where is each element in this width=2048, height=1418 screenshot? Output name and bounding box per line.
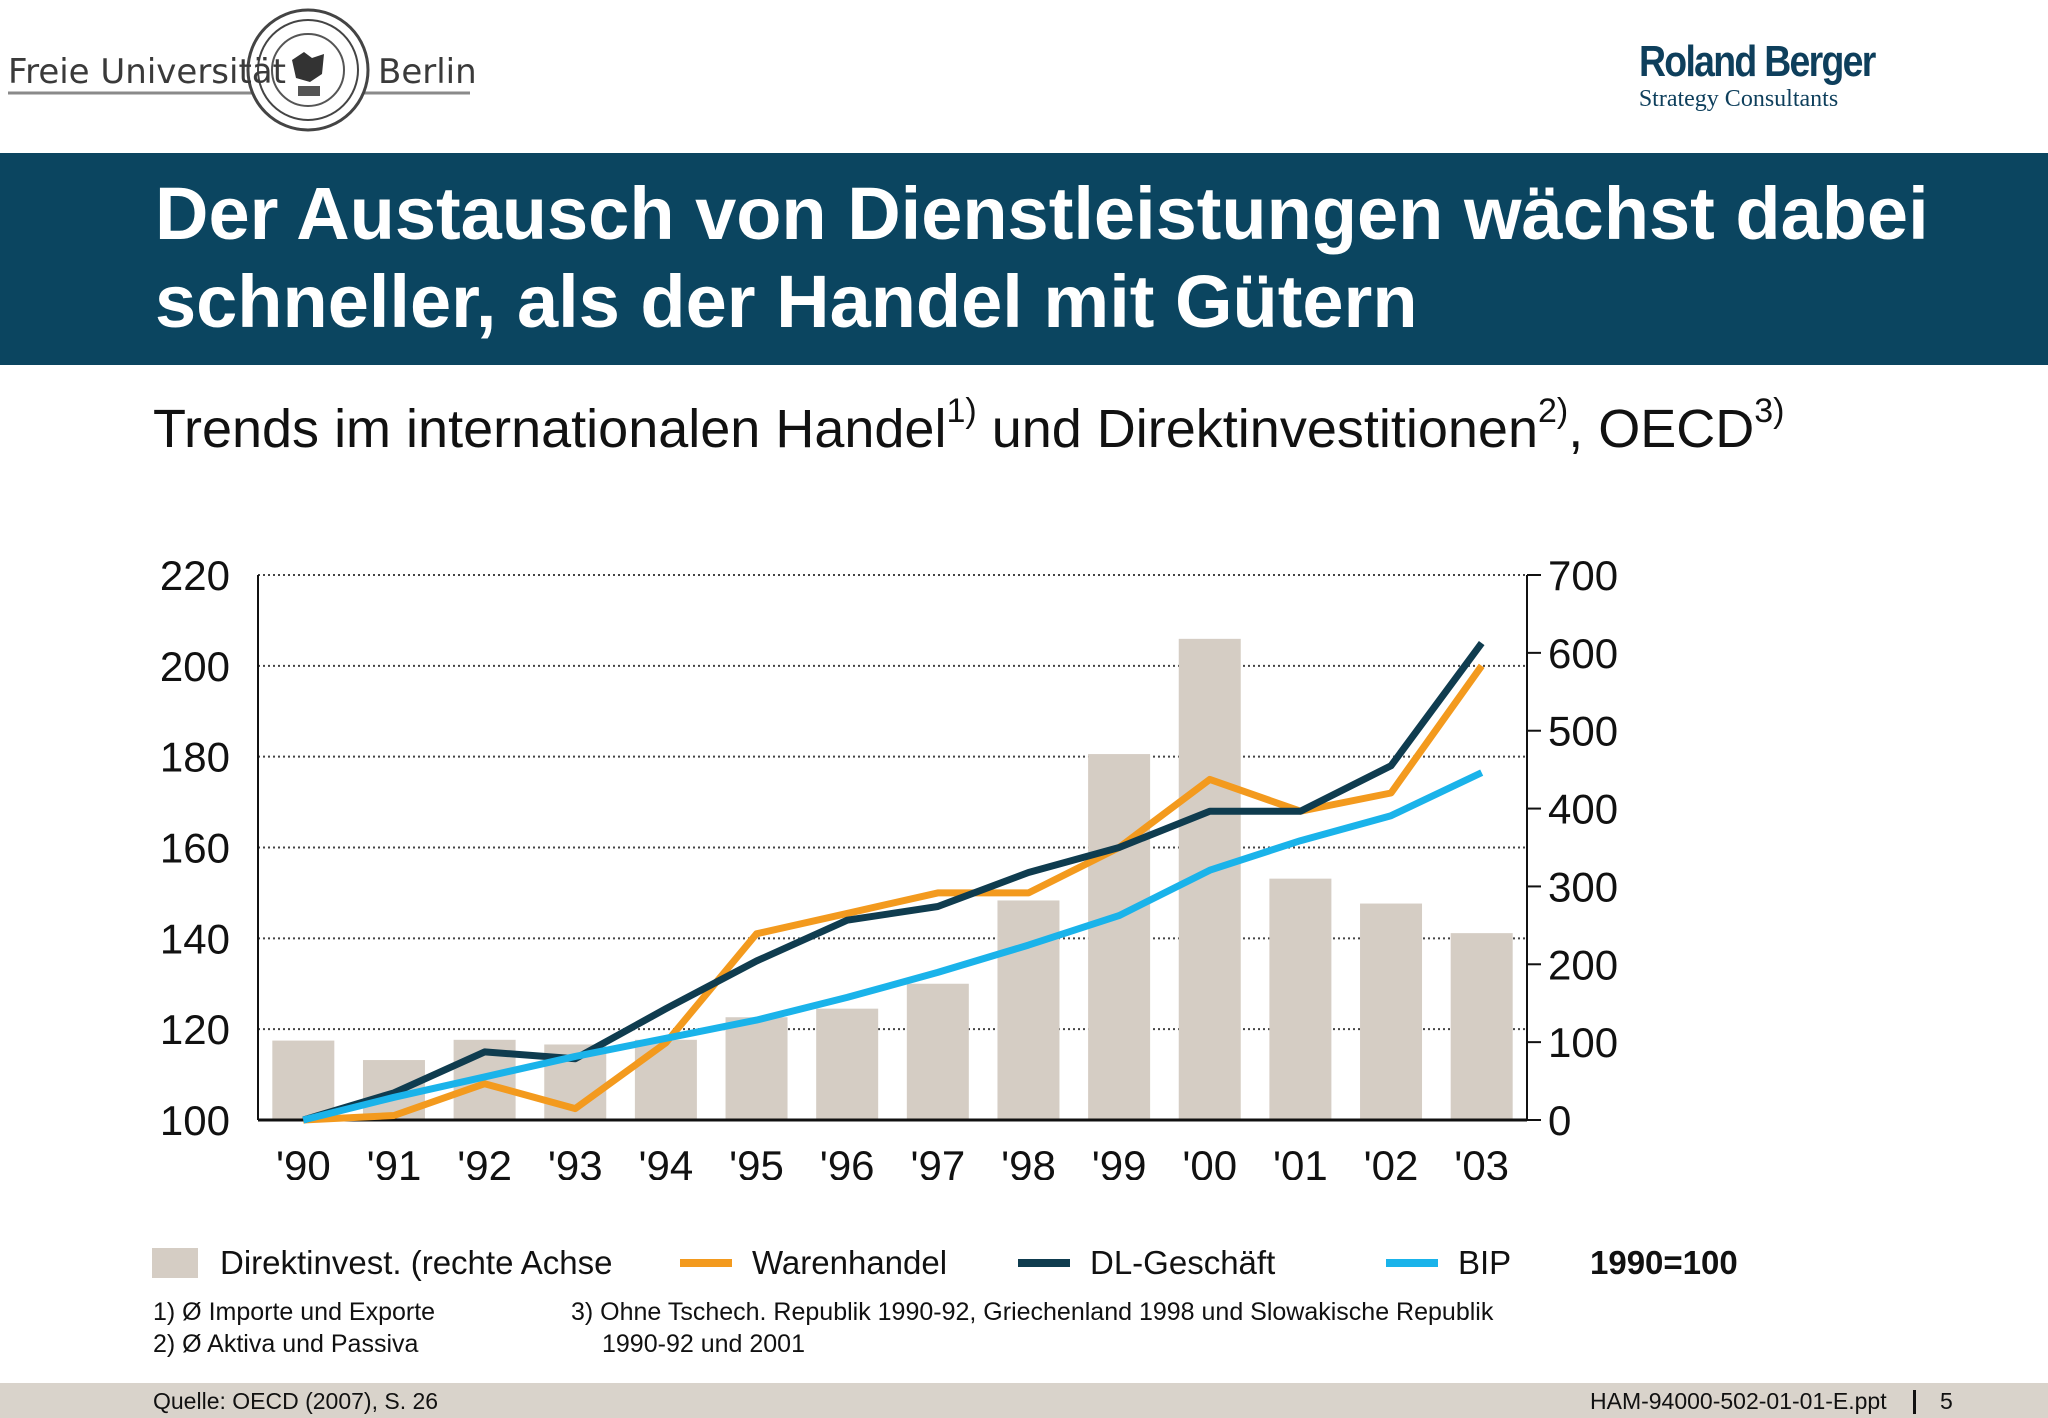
x-axis-tick-label: '94 bbox=[639, 1142, 694, 1180]
x-axis-tick-label: '00 bbox=[1182, 1142, 1237, 1180]
left-axis-tick-label: 120 bbox=[160, 1006, 230, 1053]
slide-title: Der Austausch von Dienstleistungen wächs… bbox=[155, 172, 1929, 343]
axis-layer bbox=[257, 574, 1541, 1122]
trade-chart: 100 120 140 160 180 200 220 0 100 200 300 400 500 600… bbox=[160, 552, 1618, 1180]
subtitle-part-2: und Direktinvestitionen bbox=[976, 399, 1538, 459]
legend-swatch-bars bbox=[152, 1248, 198, 1278]
right-axis-tick-label: 0 bbox=[1548, 1097, 1571, 1144]
right-axis-tick-label: 600 bbox=[1548, 630, 1618, 677]
x-axis-tick-label: '02 bbox=[1364, 1142, 1419, 1180]
left-axis-tick-label: 220 bbox=[160, 552, 230, 599]
label-layer: 100 120 140 160 180 200 220 0 100 200 300 400 500 600… bbox=[160, 552, 1618, 1180]
freie-universitaet-logo bbox=[8, 8, 470, 132]
university-name-right: Berlin bbox=[378, 52, 477, 92]
source-note: Quelle: OECD (2007), S. 26 bbox=[153, 1388, 439, 1414]
x-axis-tick-label: '90 bbox=[276, 1142, 331, 1180]
subtitle-part-1: Trends im internationalen Handel bbox=[153, 399, 947, 459]
right-axis-tick-label: 400 bbox=[1548, 786, 1618, 833]
x-axis-tick-label: '92 bbox=[457, 1142, 512, 1180]
subtitle-footnote-2: 2) bbox=[1538, 392, 1569, 430]
bar-direktinvest bbox=[816, 1008, 879, 1120]
bar-direktinvest bbox=[272, 1040, 335, 1120]
bar-direktinvest bbox=[1269, 878, 1332, 1120]
right-axis-tick-label: 500 bbox=[1548, 708, 1618, 755]
x-axis-tick-label: '01 bbox=[1273, 1142, 1328, 1180]
left-axis-tick-label: 200 bbox=[160, 643, 230, 690]
left-axis-tick-label: 140 bbox=[160, 915, 230, 962]
subtitle-part-3: , OECD bbox=[1568, 399, 1755, 459]
legend-base-note: 1990=100 bbox=[1590, 1238, 1738, 1288]
legend-swatch-warenhandel bbox=[680, 1259, 732, 1267]
right-axis-tick-label: 300 bbox=[1548, 863, 1618, 910]
footnote-1: 1) Ø Importe und Exporte bbox=[153, 1298, 436, 1326]
subtitle-footnote-1: 1) bbox=[946, 392, 977, 430]
roland-berger-logo: Roland Berger Strategy Consultants bbox=[1639, 40, 1916, 113]
legend-label-bip: BIP bbox=[1458, 1244, 1512, 1281]
x-axis-tick-label: '96 bbox=[820, 1142, 875, 1180]
file-name: HAM-94000-502-01-01-E.ppt bbox=[1590, 1388, 1887, 1414]
base-year-label: 1990=100 bbox=[1590, 1244, 1738, 1281]
chart-legend: Direktinvest. (rechte Achse Warenhandel … bbox=[150, 1238, 2048, 1288]
x-axis-tick-label: '03 bbox=[1454, 1142, 1509, 1180]
footer-bar bbox=[0, 1383, 2048, 1418]
title-bar bbox=[0, 153, 2048, 365]
university-name-left: Freie Universität bbox=[8, 52, 286, 92]
left-axis-tick-label: 180 bbox=[160, 734, 230, 781]
bar-direktinvest bbox=[1088, 754, 1151, 1120]
x-axis-tick-label: '93 bbox=[548, 1142, 603, 1180]
legend-item-direktinvest: Direktinvest. (rechte Achse bbox=[152, 1238, 613, 1288]
legend-item-dl: DL-Geschäft bbox=[1018, 1238, 1275, 1288]
right-axis-tick-label: 700 bbox=[1548, 552, 1618, 599]
chart-subtitle: Trends im internationalen Handel1) und D… bbox=[153, 392, 1785, 460]
bar-direktinvest bbox=[1360, 903, 1423, 1120]
x-axis-tick-label: '97 bbox=[910, 1142, 965, 1180]
line-warenhandel bbox=[303, 663, 1485, 1124]
x-axis-tick-label: '99 bbox=[1092, 1142, 1147, 1180]
left-axis-tick-label: 100 bbox=[160, 1097, 230, 1144]
footnote-3: 3) Ohne Tschech. Republik 1990-92, Griec… bbox=[571, 1298, 1494, 1326]
legend-item-warenhandel: Warenhandel bbox=[680, 1238, 947, 1288]
footnote-2: 2) Ø Aktiva und Passiva bbox=[153, 1330, 419, 1358]
grid-layer bbox=[258, 574, 1527, 1031]
legend-swatch-bip bbox=[1386, 1259, 1438, 1267]
consultancy-name: Roland Berger bbox=[1638, 37, 1876, 86]
legend-swatch-dl bbox=[1018, 1259, 1070, 1267]
legend-label-bars: Direktinvest. (rechte Achse bbox=[220, 1244, 613, 1281]
consultancy-subtitle: Strategy Consultants bbox=[1638, 86, 1839, 112]
x-axis-tick-label: '91 bbox=[367, 1142, 422, 1180]
legend-label-warenhandel: Warenhandel bbox=[752, 1244, 948, 1281]
subtitle-footnote-3: 3) bbox=[1754, 392, 1785, 430]
line-layer bbox=[302, 641, 1485, 1124]
legend-label-dl: DL-Geschäft bbox=[1090, 1244, 1276, 1281]
line-bip bbox=[302, 769, 1484, 1124]
bar-direktinvest bbox=[906, 983, 969, 1120]
left-axis-tick-label: 160 bbox=[160, 825, 230, 872]
page-number: 5 bbox=[1940, 1388, 1953, 1414]
right-axis-tick-label: 200 bbox=[1548, 941, 1618, 988]
right-axis-tick-label: 100 bbox=[1548, 1019, 1618, 1066]
bar-direktinvest bbox=[725, 1017, 788, 1120]
bar-direktinvest bbox=[634, 1039, 697, 1120]
x-axis-tick-label: '95 bbox=[729, 1142, 784, 1180]
bar-direktinvest bbox=[1450, 933, 1513, 1120]
legend-item-bip: BIP bbox=[1386, 1238, 1511, 1288]
footer-divider bbox=[1913, 1390, 1916, 1414]
line-dl-geschaeft bbox=[302, 641, 1485, 1124]
bar-direktinvest bbox=[997, 900, 1060, 1120]
bar-layer bbox=[272, 638, 1513, 1120]
x-axis-tick-label: '98 bbox=[1001, 1142, 1056, 1180]
footnote-3-cont: 1990-92 und 2001 bbox=[602, 1330, 805, 1358]
